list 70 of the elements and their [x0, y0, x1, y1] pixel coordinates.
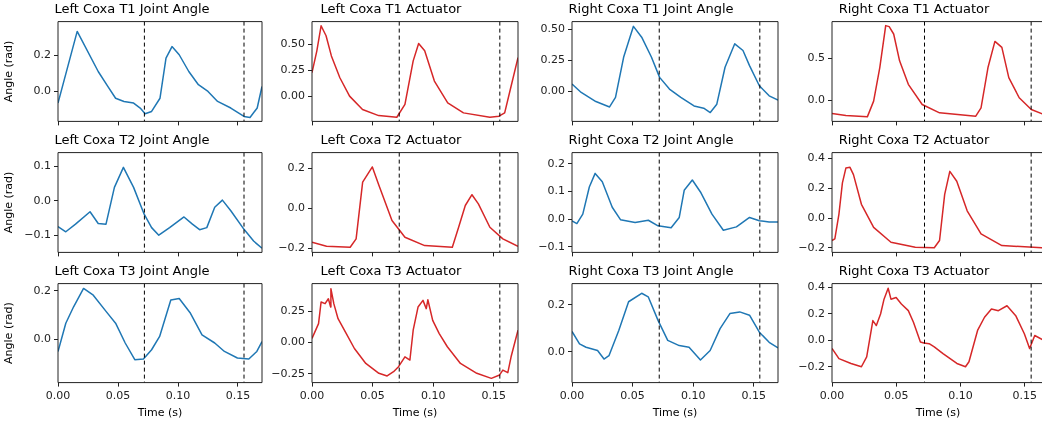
y-tick-label: 0.0 — [33, 193, 51, 207]
x-tick-label: 0.00 — [559, 389, 585, 403]
chart-title: Right Coxa T3 Actuator — [838, 263, 990, 279]
y-tick-label: −0.2 — [798, 359, 825, 373]
y-tick-label: −0.2 — [798, 240, 825, 254]
x-tick-label: 0.10 — [420, 389, 446, 403]
y-axis-title: Angle (rad) — [2, 171, 16, 234]
chart-title: Left Coxa T3 Joint Angle — [54, 263, 210, 279]
chart-title: Right Coxa T2 Joint Angle — [568, 132, 734, 148]
y-tick-label: 0.5 — [807, 51, 825, 65]
x-tick-label: 0.05 — [105, 389, 131, 403]
x-axis-title: Time (s) — [651, 406, 698, 420]
y-tick-label: 0.00 — [280, 89, 305, 103]
y-tick-label: 0.00 — [540, 84, 565, 98]
y-tick-label: −0.1 — [24, 228, 51, 242]
y-tick-label: −0.25 — [271, 366, 305, 380]
y-tick-label: 0.2 — [33, 48, 51, 62]
y-tick-label: 0.4 — [807, 280, 825, 294]
chart-title: Left Coxa T1 Actuator — [320, 1, 463, 17]
y-tick-label: 0.0 — [33, 332, 51, 345]
y-tick-label: 0.0 — [807, 333, 825, 347]
chart-title: Right Coxa T1 Joint Angle — [568, 1, 734, 17]
y-axis-title: Angle (rad) — [2, 302, 16, 364]
y-tick-label: 0.25 — [280, 63, 305, 77]
x-tick-label: 0.15 — [225, 389, 251, 403]
x-tick-label: 0.05 — [360, 389, 385, 403]
y-tick-label: 0.25 — [540, 53, 565, 67]
x-tick-label: 0.10 — [680, 389, 706, 403]
x-axis-title: Time (s) — [136, 406, 183, 420]
y-tick-label: 0.1 — [33, 159, 51, 173]
y-tick-label: 0.2 — [287, 161, 305, 175]
x-tick-label: 0.00 — [299, 389, 325, 403]
chart-title: Right Coxa T1 Actuator — [838, 1, 990, 17]
x-tick-label: 0.15 — [741, 389, 767, 403]
y-tick-label: 0.0 — [287, 201, 305, 215]
x-tick-label: 0.15 — [1012, 389, 1037, 403]
x-tick-label: 0.10 — [948, 389, 973, 403]
y-tick-label: 0.1 — [547, 184, 565, 198]
y-tick-label: 0.0 — [547, 211, 565, 225]
y-tick-label: −0.1 — [538, 239, 565, 253]
x-axis-title: Time (s) — [914, 406, 961, 420]
y-tick-label: 0.2 — [33, 283, 51, 297]
y-tick-label: 0.25 — [280, 304, 305, 318]
y-tick-label: 0.50 — [280, 37, 305, 51]
x-tick-label: 0.10 — [165, 389, 191, 403]
chart-title: Right Coxa T2 Actuator — [838, 132, 990, 148]
y-tick-label: 0.0 — [807, 211, 825, 224]
x-axis-title: Time (s) — [391, 406, 438, 420]
y-tick-label: 0.2 — [807, 306, 825, 320]
y-axis-title: Angle (rad) — [2, 40, 16, 103]
x-tick-label: 0.05 — [883, 389, 909, 403]
y-tick-label: 0.4 — [807, 151, 825, 165]
y-tick-label: 0.2 — [547, 297, 565, 311]
chart-title: Right Coxa T3 Joint Angle — [568, 263, 734, 279]
x-tick-label: 0.00 — [45, 389, 71, 403]
chart-title: Left Coxa T3 Actuator — [320, 263, 463, 279]
y-tick-label: 0.50 — [540, 21, 565, 35]
chart-title: Left Coxa T2 Joint Angle — [54, 132, 210, 148]
x-tick-label: 0.05 — [620, 389, 645, 403]
y-tick-label: 0.2 — [547, 156, 565, 170]
y-tick-label: 0.00 — [280, 335, 305, 349]
x-tick-label: 0.00 — [819, 389, 845, 403]
x-tick-label: 0.15 — [481, 389, 507, 403]
y-tick-label: 0.0 — [547, 344, 565, 358]
chart-title: Left Coxa T1 Joint Angle — [54, 1, 210, 17]
chart-title: Left Coxa T2 Actuator — [320, 132, 463, 148]
y-tick-label: 0.2 — [807, 181, 825, 195]
y-tick-label: 0.0 — [33, 83, 51, 97]
y-tick-label: −0.2 — [278, 241, 305, 255]
y-tick-label: 0.0 — [807, 93, 825, 107]
